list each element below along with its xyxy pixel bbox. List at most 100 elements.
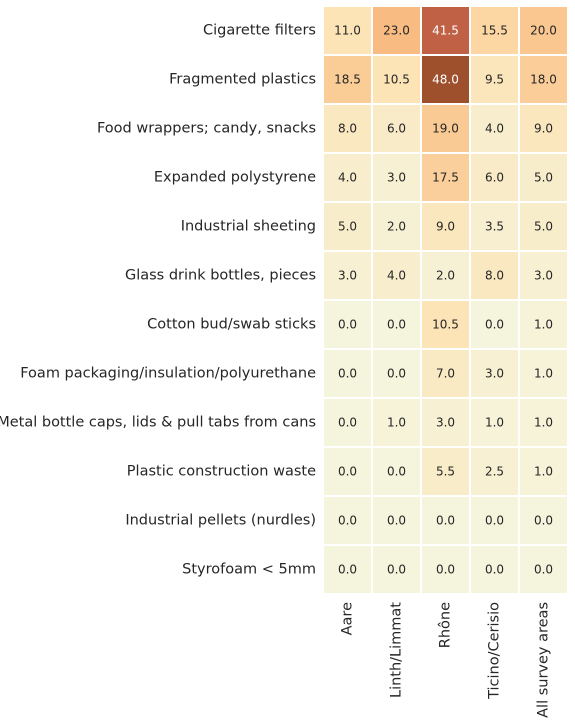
heatmap-cell bbox=[373, 154, 420, 201]
heatmap-cell bbox=[373, 301, 420, 348]
row-tick-label: Foam packaging/insulation/polyurethane bbox=[20, 366, 316, 382]
heatmap-cell bbox=[422, 546, 469, 593]
cell-value-label: 41.5 bbox=[432, 24, 459, 38]
heatmap-cell bbox=[520, 203, 567, 250]
heatmap-cell bbox=[373, 448, 420, 495]
heatmap-cell bbox=[324, 252, 371, 299]
heatmap-cell bbox=[422, 154, 469, 201]
row-tick-label: Plastic construction waste bbox=[127, 464, 316, 480]
heatmap-cell bbox=[324, 203, 371, 250]
column-labels: Aare Linth/Limmat Rhône Ticino/Cerisio All s… bbox=[340, 602, 552, 718]
cell-value-label: 5.5 bbox=[436, 465, 455, 479]
row-tick-label: Fragmented plastics bbox=[169, 72, 316, 88]
cell-value-label: 0.0 bbox=[436, 514, 455, 528]
heatmap-cell bbox=[520, 399, 567, 446]
cell-value-label: 0.0 bbox=[338, 318, 357, 332]
heatmap-cell bbox=[324, 448, 371, 495]
cell-value-label: 20.0 bbox=[530, 24, 557, 38]
row-tick-label: Industrial pellets (nurdles) bbox=[125, 513, 316, 529]
heatmap-cells: 11.0 23.0 41.5 15.5 20.0 18.5 10.5 48.0 9.5 18.0 8… bbox=[324, 7, 567, 593]
cell-value-label: 1.0 bbox=[534, 416, 553, 430]
heatmap-cell bbox=[471, 203, 518, 250]
heatmap-cell bbox=[471, 7, 518, 54]
cell-value-label: 9.5 bbox=[485, 73, 504, 87]
row-tick-label: Styrofoam < 5mm bbox=[182, 562, 316, 578]
heatmap-cell bbox=[471, 56, 518, 103]
heatmap-cell bbox=[324, 56, 371, 103]
cell-value-label: 5.0 bbox=[534, 220, 553, 234]
heatmap-cell bbox=[373, 497, 420, 544]
heatmap-cell bbox=[373, 350, 420, 397]
heatmap-cell bbox=[373, 399, 420, 446]
cell-value-label: 10.5 bbox=[432, 318, 459, 332]
row-tick-label: Metal bottle caps, lids & pull tabs from… bbox=[0, 415, 316, 431]
row-tick-label: Food wrappers; candy, snacks bbox=[97, 121, 316, 137]
cell-value-label: 1.0 bbox=[534, 318, 553, 332]
cell-value-label: 3.0 bbox=[338, 269, 357, 283]
cell-value-label: 5.0 bbox=[534, 171, 553, 185]
cell-value-label: 3.0 bbox=[485, 367, 504, 381]
cell-value-label: 9.0 bbox=[534, 122, 553, 136]
cell-value-label: 4.0 bbox=[485, 122, 504, 136]
cell-value-label: 4.0 bbox=[338, 171, 357, 185]
heatmap-cell bbox=[422, 252, 469, 299]
heatmap-cell bbox=[520, 350, 567, 397]
heatmap-cell bbox=[324, 399, 371, 446]
heatmap-cell bbox=[324, 546, 371, 593]
cell-value-label: 23.0 bbox=[383, 24, 410, 38]
cell-value-label: 8.0 bbox=[338, 122, 357, 136]
cell-value-label: 0.0 bbox=[338, 514, 357, 528]
heatmap-cell bbox=[422, 448, 469, 495]
heatmap-cell bbox=[422, 105, 469, 152]
heatmap-cell bbox=[373, 546, 420, 593]
heatmap-cell bbox=[520, 497, 567, 544]
heatmap-cell bbox=[471, 448, 518, 495]
column-tick-label: Linth/Limmat bbox=[389, 602, 405, 698]
heatmap-cell bbox=[422, 350, 469, 397]
heatmap-cell bbox=[520, 301, 567, 348]
cell-value-label: 1.0 bbox=[485, 416, 504, 430]
heatmap-cell bbox=[422, 497, 469, 544]
row-tick-label: Industrial sheeting bbox=[181, 219, 316, 235]
cell-value-label: 4.0 bbox=[387, 269, 406, 283]
cell-value-label: 0.0 bbox=[387, 465, 406, 479]
row-tick-label: Cotton bud/swab sticks bbox=[147, 317, 316, 333]
cell-value-label: 17.5 bbox=[432, 171, 459, 185]
heatmap-cell bbox=[324, 7, 371, 54]
column-tick-label: Ticino/Cerisio bbox=[487, 602, 503, 700]
heatmap-cell bbox=[471, 154, 518, 201]
heatmap-cell bbox=[471, 301, 518, 348]
cell-value-label: 18.5 bbox=[334, 73, 361, 87]
cell-value-label: 0.0 bbox=[387, 563, 406, 577]
cell-value-label: 3.0 bbox=[387, 171, 406, 185]
cell-value-label: 0.0 bbox=[338, 563, 357, 577]
heatmap-cell bbox=[324, 350, 371, 397]
cell-value-label: 7.0 bbox=[436, 367, 455, 381]
cell-value-label: 19.0 bbox=[432, 122, 459, 136]
cell-value-label: 3.0 bbox=[534, 269, 553, 283]
heatmap-cell bbox=[422, 301, 469, 348]
cell-value-label: 6.0 bbox=[387, 122, 406, 136]
cell-value-label: 0.0 bbox=[436, 563, 455, 577]
heatmap-cell bbox=[373, 252, 420, 299]
cell-value-label: 1.0 bbox=[534, 465, 553, 479]
cell-value-label: 1.0 bbox=[534, 367, 553, 381]
row-tick-label: Expanded polystyrene bbox=[154, 170, 316, 186]
heatmap-cell bbox=[520, 56, 567, 103]
heatmap-cell bbox=[471, 350, 518, 397]
cell-value-label: 6.0 bbox=[485, 171, 504, 185]
cell-value-label: 11.0 bbox=[334, 24, 361, 38]
row-tick-label: Cigarette filters bbox=[203, 23, 316, 39]
cell-value-label: 1.0 bbox=[387, 416, 406, 430]
column-tick-label: Aare bbox=[340, 602, 356, 635]
heatmap-cell bbox=[471, 497, 518, 544]
heatmap-cell bbox=[373, 7, 420, 54]
cell-value-label: 0.0 bbox=[534, 514, 553, 528]
heatmap-cell bbox=[471, 399, 518, 446]
heatmap-cell bbox=[373, 203, 420, 250]
heatmap-cell bbox=[422, 203, 469, 250]
heatmap-cell bbox=[422, 56, 469, 103]
heatmap-cell bbox=[520, 154, 567, 201]
cell-value-label: 0.0 bbox=[485, 318, 504, 332]
heatmap-cell bbox=[471, 252, 518, 299]
